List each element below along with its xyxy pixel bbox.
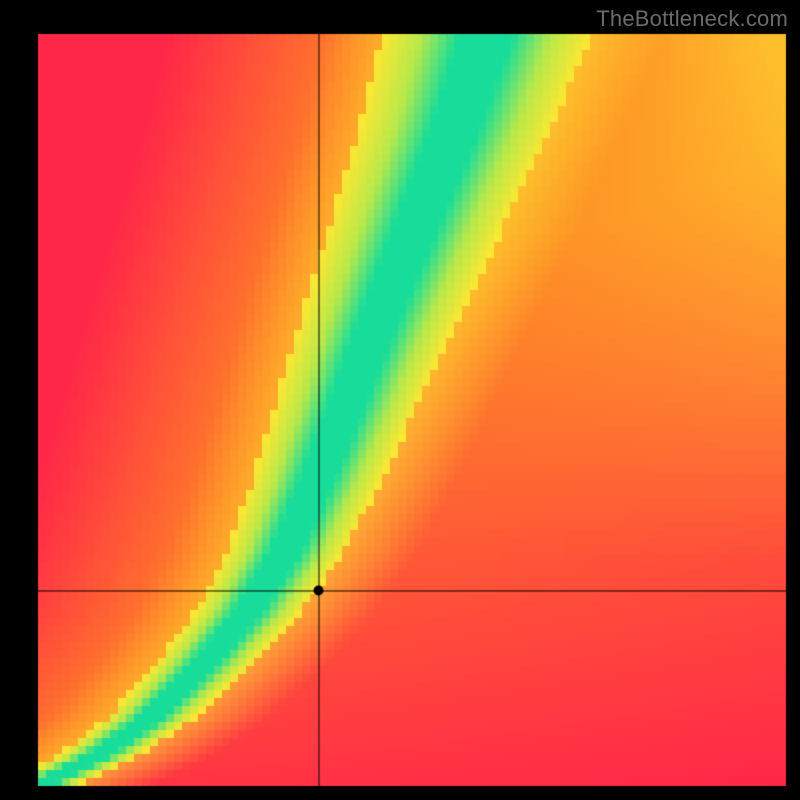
- bottleneck-heatmap: [0, 0, 800, 800]
- watermark-text: TheBottleneck.com: [596, 6, 788, 32]
- chart-frame: TheBottleneck.com: [0, 0, 800, 800]
